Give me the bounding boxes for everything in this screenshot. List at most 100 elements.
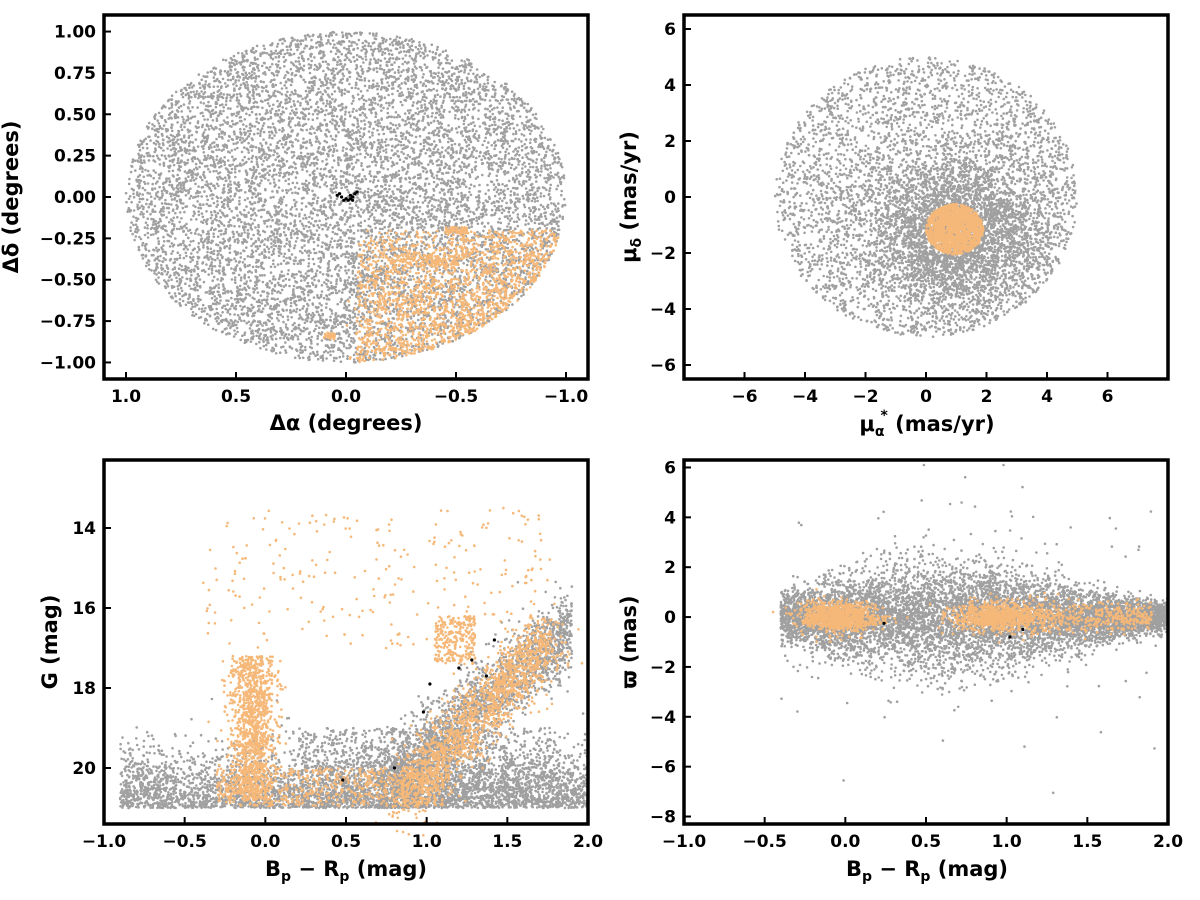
field-star <box>268 174 271 177</box>
field-star <box>319 33 322 36</box>
field-star <box>488 175 491 178</box>
field-star <box>167 271 170 274</box>
field-star <box>283 196 286 199</box>
field-star <box>320 224 323 227</box>
field-star <box>365 200 368 203</box>
field-star <box>377 85 380 88</box>
field-star <box>320 257 323 260</box>
field-star <box>210 125 213 128</box>
field-star <box>313 68 316 71</box>
field-star <box>133 209 136 212</box>
field-star <box>451 84 454 87</box>
field-star <box>397 71 400 74</box>
field-star <box>346 189 349 192</box>
field-star <box>404 177 407 180</box>
field-star <box>152 177 155 180</box>
field-star <box>303 227 306 230</box>
field-star <box>370 234 373 237</box>
field-star <box>432 194 435 197</box>
field-star <box>423 141 426 144</box>
field-star <box>380 158 383 161</box>
field-star <box>139 213 142 216</box>
field-star <box>239 128 242 131</box>
field-star <box>536 196 539 199</box>
field-star <box>233 329 236 332</box>
field-star <box>134 169 137 172</box>
field-star <box>256 58 259 61</box>
field-star <box>391 217 394 220</box>
field-star <box>442 102 445 105</box>
field-star <box>318 251 321 254</box>
field-star <box>303 236 306 239</box>
field-star <box>516 220 519 223</box>
field-star <box>130 201 133 204</box>
field-star <box>439 206 442 209</box>
field-star <box>446 236 449 239</box>
field-star <box>401 237 404 240</box>
field-star <box>157 255 160 258</box>
field-star <box>191 160 194 163</box>
field-star <box>552 214 555 217</box>
field-star <box>191 176 194 179</box>
field-star <box>199 204 202 207</box>
field-star <box>211 220 214 223</box>
field-star <box>400 195 403 198</box>
field-star <box>396 150 399 153</box>
field-star <box>391 53 394 56</box>
field-star <box>377 103 380 106</box>
field-star <box>382 42 385 45</box>
field-star <box>549 187 552 190</box>
field-star <box>158 177 161 180</box>
field-star <box>450 99 453 102</box>
field-star <box>375 337 378 340</box>
field-star <box>247 130 250 133</box>
field-star <box>181 276 184 279</box>
field-star <box>290 188 293 191</box>
field-star <box>545 151 548 154</box>
field-star <box>419 143 422 146</box>
field-star <box>332 46 335 49</box>
field-star <box>543 208 546 211</box>
field-star <box>285 257 288 260</box>
field-star <box>463 85 466 88</box>
field-star <box>467 80 470 83</box>
field-star <box>344 118 347 121</box>
field-star <box>518 154 521 157</box>
field-star <box>276 291 279 294</box>
field-star <box>194 173 197 176</box>
field-star <box>461 288 464 291</box>
field-star <box>300 155 303 158</box>
field-star <box>340 53 343 56</box>
field-star <box>384 156 387 159</box>
field-star <box>388 84 391 87</box>
field-star <box>436 48 439 51</box>
field-star <box>471 168 474 171</box>
field-star <box>174 237 177 240</box>
field-star <box>346 355 349 358</box>
field-star <box>297 335 300 338</box>
field-star <box>447 124 450 127</box>
field-star <box>308 254 311 257</box>
field-star <box>466 199 469 202</box>
field-star <box>129 195 132 198</box>
field-star <box>344 63 347 66</box>
field-star <box>182 118 185 121</box>
field-star <box>158 186 161 189</box>
field-star <box>424 100 427 103</box>
field-star <box>381 176 384 179</box>
field-star <box>402 169 405 172</box>
field-star <box>279 327 282 330</box>
field-star <box>475 150 478 153</box>
field-star <box>353 354 356 357</box>
field-star <box>349 310 352 313</box>
field-star <box>197 195 200 198</box>
field-star <box>482 202 485 205</box>
field-star <box>265 348 268 351</box>
field-star <box>327 77 330 80</box>
field-star <box>233 313 236 316</box>
field-star <box>304 96 307 99</box>
field-star <box>226 303 229 306</box>
field-star <box>126 211 129 214</box>
field-star <box>231 120 234 123</box>
field-star <box>288 285 291 288</box>
